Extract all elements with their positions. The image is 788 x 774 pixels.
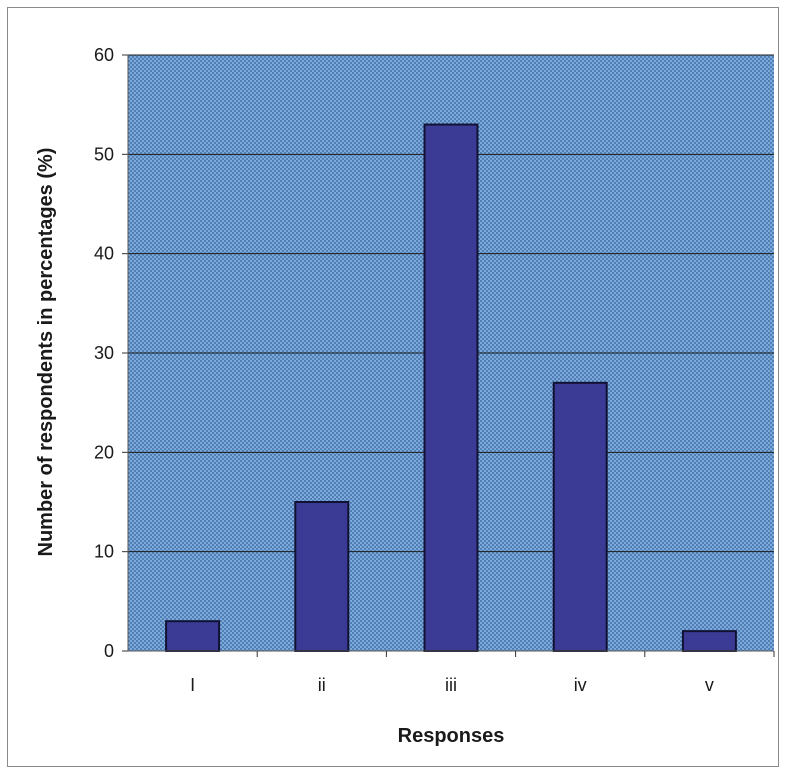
x-tick-label: v [705,675,714,695]
y-tick-label: 50 [94,144,114,164]
axes [122,54,775,657]
x-tick-label: iii [445,675,457,695]
y-tick-label: 0 [104,641,114,661]
y-tick-label: 30 [94,343,114,363]
x-tick-label: I [190,675,195,695]
bar-i [165,620,221,653]
x-tick-label: iv [574,675,587,695]
y-tick-label: 10 [94,542,114,562]
bar-ii [294,501,350,652]
bars [165,123,737,653]
bar-iii [423,123,479,653]
x-axis-title: Responses [398,725,505,747]
x-tick-label: ii [318,675,326,695]
y-tick-label: 60 [94,45,114,65]
y-tick-label: 40 [94,244,114,264]
y-tick-labels: 0 10 20 30 40 50 60 [94,45,114,661]
y-tick-label: 20 [94,442,114,462]
bar-v [681,630,737,653]
y-axis-title: Number of respondents in percentages (%) [35,148,57,557]
bar-iv [552,381,608,652]
